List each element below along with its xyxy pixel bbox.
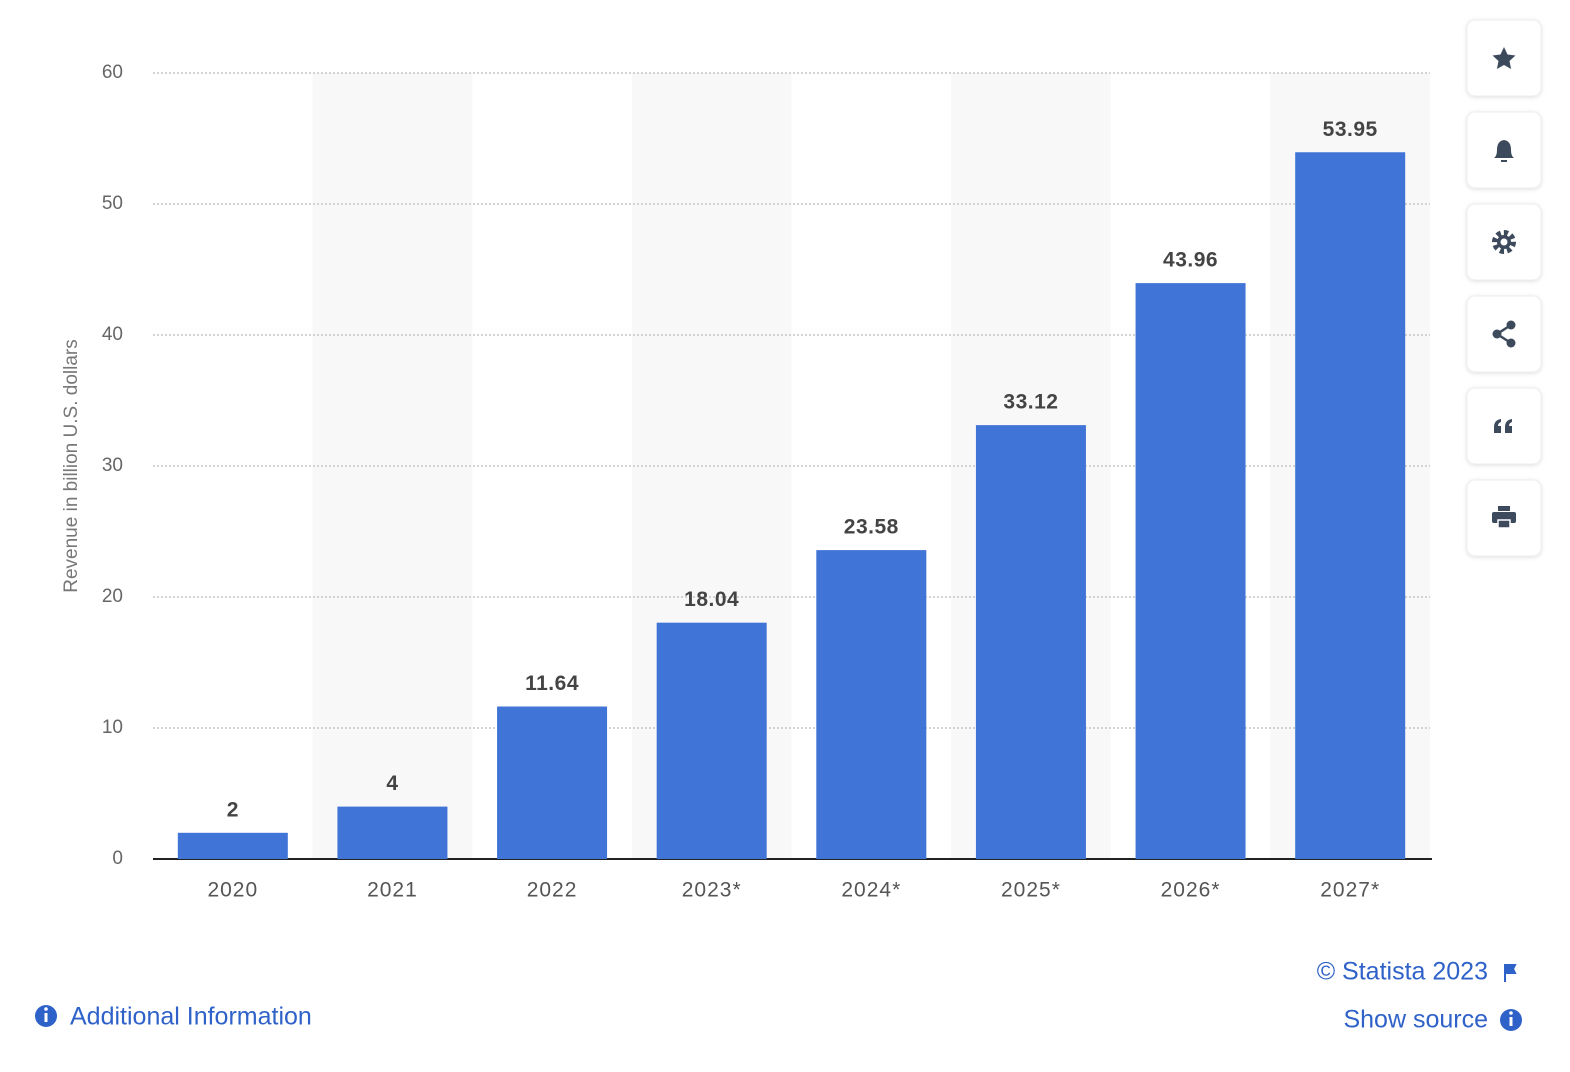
y-tick-label: 10 xyxy=(102,717,123,738)
value-label: 4 xyxy=(386,772,398,795)
y-tick-label: 40 xyxy=(102,324,123,345)
x-tick-label: 2021 xyxy=(367,879,418,902)
additional-information[interactable]: Additional Information xyxy=(70,1003,312,1031)
value-label: 11.64 xyxy=(525,672,579,695)
x-tick-label: 2023* xyxy=(682,879,742,902)
bar xyxy=(816,550,927,859)
bar xyxy=(1135,283,1246,859)
share-button[interactable] xyxy=(1466,295,1542,373)
y-tick-label: 0 xyxy=(112,848,123,869)
y-tick-label: 60 xyxy=(102,62,123,83)
y-axis-title: Revenue in billion U.S. dollars xyxy=(61,339,82,592)
x-tick-label: 2027* xyxy=(1320,879,1380,902)
x-tick-label: 2020 xyxy=(207,879,258,902)
bar xyxy=(975,425,1086,859)
cite-button[interactable] xyxy=(1466,387,1542,465)
y-tick-label: 50 xyxy=(102,193,123,214)
x-tick-label: 2026* xyxy=(1161,879,1221,902)
show-source[interactable]: Show source xyxy=(1343,1006,1488,1034)
bar xyxy=(177,832,288,859)
value-label: 18.04 xyxy=(684,588,739,611)
x-tick-label: 2024* xyxy=(841,879,901,902)
bar xyxy=(337,806,448,859)
info-icon xyxy=(35,1005,57,1027)
settings-button[interactable] xyxy=(1466,203,1542,281)
y-tick-label: 30 xyxy=(102,455,123,476)
side-buttons xyxy=(1466,19,1542,557)
value-label: 43.96 xyxy=(1163,249,1218,272)
print-button[interactable] xyxy=(1466,479,1542,557)
copyright[interactable]: © Statista 2023 xyxy=(1317,958,1488,986)
x-tick-label: 2025* xyxy=(1001,879,1061,902)
bar xyxy=(1295,152,1406,859)
bar xyxy=(656,622,767,859)
value-label: 2 xyxy=(227,798,239,821)
value-label: 53.95 xyxy=(1323,118,1378,141)
band-shade xyxy=(312,73,473,859)
value-label: 23.58 xyxy=(844,516,899,539)
favorite-button[interactable] xyxy=(1466,19,1542,97)
info-icon xyxy=(1500,1009,1522,1031)
x-tick-label: 2022 xyxy=(527,879,578,902)
notification-button[interactable] xyxy=(1466,111,1542,189)
bar xyxy=(497,706,608,859)
y-tick-label: 20 xyxy=(102,586,123,607)
value-label: 33.12 xyxy=(1003,391,1058,414)
flag-icon[interactable] xyxy=(1504,964,1517,982)
